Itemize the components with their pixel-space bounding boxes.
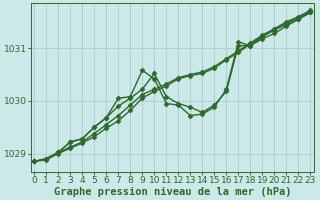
X-axis label: Graphe pression niveau de la mer (hPa): Graphe pression niveau de la mer (hPa) xyxy=(53,186,291,197)
